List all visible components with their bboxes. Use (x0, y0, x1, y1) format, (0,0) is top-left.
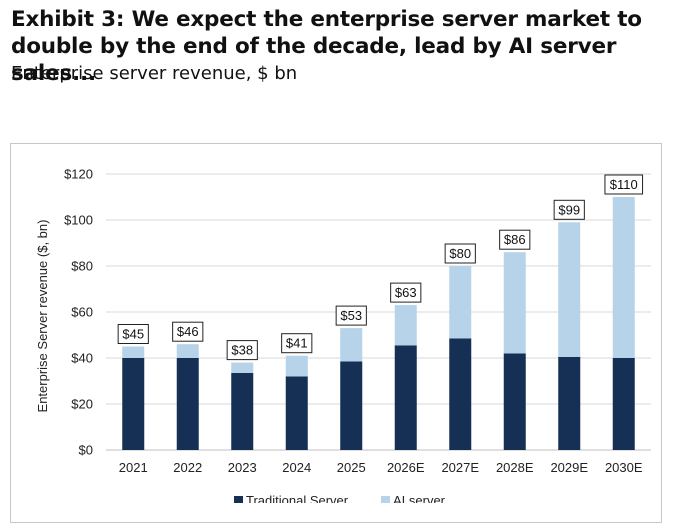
x-tick-label: 2022 (173, 460, 202, 475)
total-data-label: $45 (122, 327, 144, 342)
y-tick-label: $40 (71, 351, 93, 366)
total-data-label: $86 (504, 232, 526, 247)
bar-ai-server (449, 266, 472, 339)
stacked-bar-chart: $0 $20 $40 $60 $80 $100 $120 Enterprise Server … (35, 167, 651, 503)
x-tick-label: 2023 (228, 460, 257, 475)
bar-ai-server (340, 328, 363, 362)
x-tick-label: 2026E (387, 460, 425, 475)
bar-ai-server (612, 197, 635, 358)
bar-ai-server (394, 305, 417, 346)
bar-traditional-server (503, 353, 526, 450)
total-data-label: $41 (286, 336, 308, 351)
bar-ai-server (176, 344, 199, 358)
legend-label-ai-server: AI server (393, 493, 446, 503)
total-data-label: $53 (340, 308, 362, 323)
y-tick-label: $20 (71, 397, 93, 412)
x-tick-label: 2030E (605, 460, 643, 475)
x-tick-label: 2025 (337, 460, 366, 475)
y-tick-label: $120 (64, 167, 93, 182)
bar-traditional-server (558, 356, 581, 450)
total-label-box (499, 229, 531, 250)
bar-ai-server (285, 355, 308, 377)
bar-ai-server (503, 252, 526, 354)
total-label-box (604, 174, 644, 195)
legend-swatch-ai-server (381, 496, 390, 503)
total-data-label: $63 (395, 285, 417, 300)
bar-traditional-server (612, 358, 635, 450)
total-label-box (117, 324, 149, 344)
bar-ai-server (231, 362, 254, 373)
bar-traditional-server (394, 345, 417, 450)
x-tick-label: 2024 (282, 460, 311, 475)
total-data-label: $110 (610, 177, 638, 192)
legend-label-traditional-server: Traditional Server (246, 493, 349, 503)
bar-traditional-server (176, 358, 199, 450)
x-tick-label: 2021 (119, 460, 148, 475)
legend-swatch-traditional-server (234, 496, 243, 503)
total-label-box (172, 321, 204, 342)
bar-traditional-server (231, 372, 254, 450)
exhibit-subtitle: Enterprise server revenue, $ bn (11, 63, 298, 84)
total-label-box (444, 243, 476, 264)
total-label-box (226, 340, 258, 361)
bar-ai-server (122, 346, 145, 358)
total-data-label: $80 (449, 246, 471, 261)
y-tick-label: $0 (79, 443, 93, 458)
total-data-label: $38 (231, 343, 253, 358)
bar-traditional-server (340, 361, 363, 450)
y-tick-label: $100 (64, 213, 93, 228)
y-tick-label: $80 (71, 259, 93, 274)
total-label-box (281, 333, 313, 354)
bar-traditional-server (285, 376, 308, 450)
total-data-label: $46 (177, 324, 199, 339)
total-label-box (390, 282, 422, 303)
x-tick-label: 2029E (550, 460, 588, 475)
exhibit-title: Exhibit 3: We expect the enterprise serv… (11, 7, 642, 86)
total-data-label: $99 (558, 202, 580, 217)
total-label-box (553, 199, 585, 220)
x-tick-label: 2027E (441, 460, 479, 475)
x-tick-label: 2028E (496, 460, 534, 475)
total-label-box (335, 305, 367, 326)
bar-traditional-server (122, 358, 145, 450)
bar-ai-server (558, 222, 581, 357)
bar-traditional-server (449, 338, 472, 450)
y-tick-label: $60 (71, 305, 93, 320)
y-axis-label: Enterprise Server revenue ($, bn) (35, 220, 50, 413)
